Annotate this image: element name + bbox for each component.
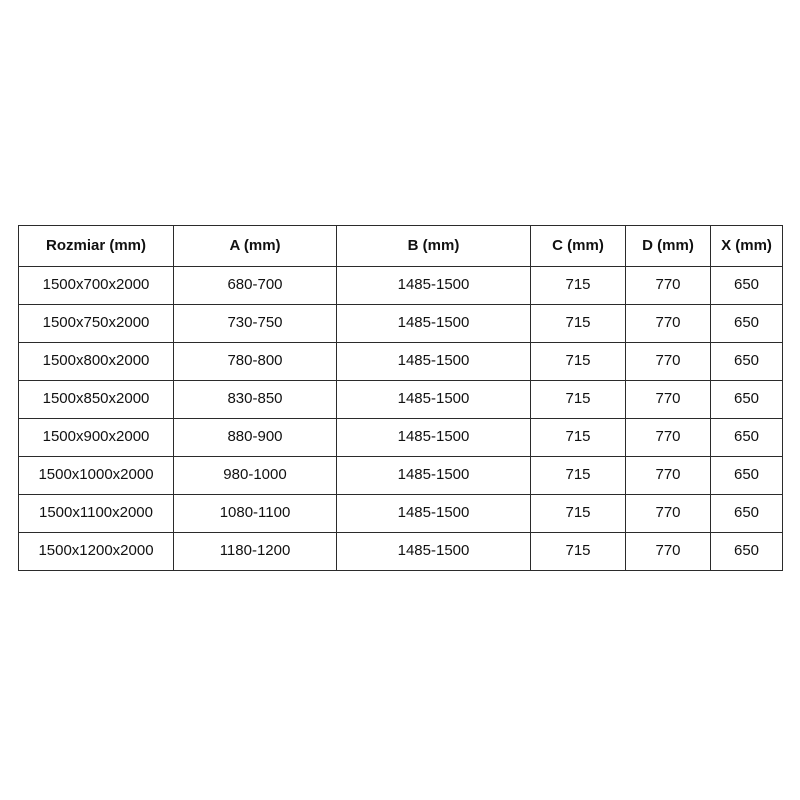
column-header-a: A (mm) <box>173 225 337 267</box>
cell-x: 650 <box>710 380 783 419</box>
cell-a: 830-850 <box>173 380 337 419</box>
cell-d: 770 <box>625 456 711 495</box>
table-row: 1500x1200x2000 1180-1200 1485-1500 715 7… <box>18 532 783 571</box>
cell-a: 1080-1100 <box>173 494 337 533</box>
cell-size: 1500x800x2000 <box>18 342 174 381</box>
cell-d: 770 <box>625 532 711 571</box>
cell-c: 715 <box>530 532 626 571</box>
column-header-d: D (mm) <box>625 225 711 267</box>
table-row: 1500x800x2000 780-800 1485-1500 715 770 … <box>18 342 783 381</box>
cell-b: 1485-1500 <box>336 418 531 457</box>
specification-table-container: Rozmiar (mm) A (mm) B (mm) C (mm) D (mm)… <box>18 225 783 571</box>
cell-size: 1500x1100x2000 <box>18 494 174 533</box>
column-header-x: X (mm) <box>710 225 783 267</box>
cell-b: 1485-1500 <box>336 494 531 533</box>
table-header-row: Rozmiar (mm) A (mm) B (mm) C (mm) D (mm)… <box>18 225 783 267</box>
table-row: 1500x850x2000 830-850 1485-1500 715 770 … <box>18 380 783 419</box>
cell-d: 770 <box>625 304 711 343</box>
table-row: 1500x1100x2000 1080-1100 1485-1500 715 7… <box>18 494 783 533</box>
cell-d: 770 <box>625 494 711 533</box>
cell-d: 770 <box>625 266 711 305</box>
cell-b: 1485-1500 <box>336 342 531 381</box>
cell-a: 880-900 <box>173 418 337 457</box>
cell-size: 1500x850x2000 <box>18 380 174 419</box>
cell-c: 715 <box>530 380 626 419</box>
cell-d: 770 <box>625 342 711 381</box>
cell-x: 650 <box>710 304 783 343</box>
column-header-c: C (mm) <box>530 225 626 267</box>
cell-b: 1485-1500 <box>336 304 531 343</box>
cell-size: 1500x1200x2000 <box>18 532 174 571</box>
cell-b: 1485-1500 <box>336 266 531 305</box>
cell-a: 980-1000 <box>173 456 337 495</box>
cell-c: 715 <box>530 304 626 343</box>
table-row: 1500x750x2000 730-750 1485-1500 715 770 … <box>18 304 783 343</box>
cell-size: 1500x1000x2000 <box>18 456 174 495</box>
specification-table: Rozmiar (mm) A (mm) B (mm) C (mm) D (mm)… <box>18 225 783 571</box>
cell-a: 730-750 <box>173 304 337 343</box>
cell-x: 650 <box>710 266 783 305</box>
cell-d: 770 <box>625 380 711 419</box>
table-row: 1500x700x2000 680-700 1485-1500 715 770 … <box>18 266 783 305</box>
table-row: 1500x900x2000 880-900 1485-1500 715 770 … <box>18 418 783 457</box>
cell-a: 680-700 <box>173 266 337 305</box>
cell-x: 650 <box>710 456 783 495</box>
cell-size: 1500x900x2000 <box>18 418 174 457</box>
cell-c: 715 <box>530 456 626 495</box>
cell-x: 650 <box>710 342 783 381</box>
table-header: Rozmiar (mm) A (mm) B (mm) C (mm) D (mm)… <box>18 225 783 267</box>
cell-x: 650 <box>710 418 783 457</box>
cell-size: 1500x700x2000 <box>18 266 174 305</box>
cell-c: 715 <box>530 266 626 305</box>
cell-c: 715 <box>530 418 626 457</box>
cell-x: 650 <box>710 494 783 533</box>
column-header-size: Rozmiar (mm) <box>18 225 174 267</box>
table-body: 1500x700x2000 680-700 1485-1500 715 770 … <box>18 266 783 571</box>
cell-a: 1180-1200 <box>173 532 337 571</box>
cell-b: 1485-1500 <box>336 380 531 419</box>
cell-size: 1500x750x2000 <box>18 304 174 343</box>
table-row: 1500x1000x2000 980-1000 1485-1500 715 77… <box>18 456 783 495</box>
column-header-b: B (mm) <box>336 225 531 267</box>
cell-d: 770 <box>625 418 711 457</box>
cell-c: 715 <box>530 494 626 533</box>
cell-b: 1485-1500 <box>336 532 531 571</box>
cell-x: 650 <box>710 532 783 571</box>
cell-c: 715 <box>530 342 626 381</box>
cell-b: 1485-1500 <box>336 456 531 495</box>
cell-a: 780-800 <box>173 342 337 381</box>
